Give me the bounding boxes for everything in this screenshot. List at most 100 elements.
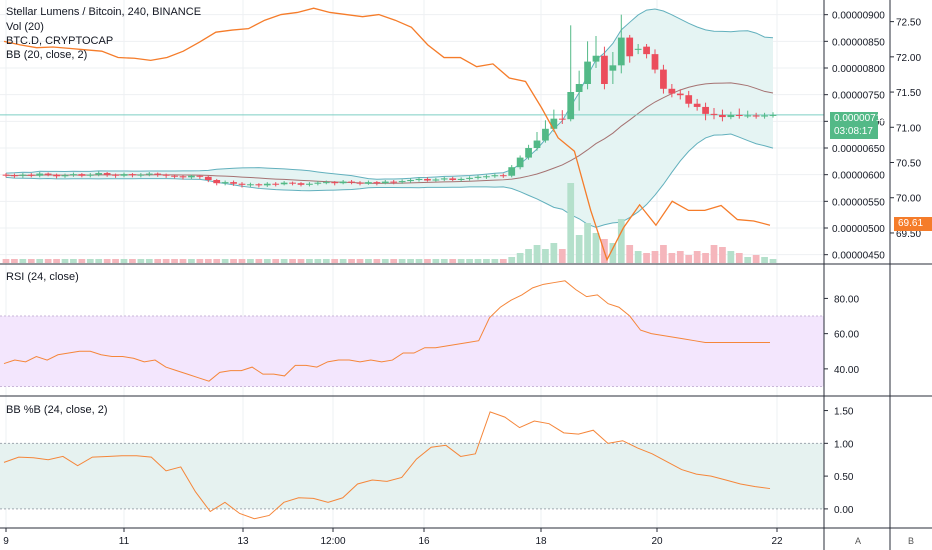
btcd-last-badge: 69.61 xyxy=(894,217,932,231)
candle-body xyxy=(145,173,153,175)
bbpb-band-fill xyxy=(0,443,824,509)
volume-bar xyxy=(752,255,760,263)
candle-body xyxy=(238,183,246,185)
volume-bar xyxy=(137,259,145,263)
volume-bar xyxy=(78,259,86,263)
candle-body xyxy=(744,115,752,117)
candle-body xyxy=(533,140,541,148)
rsi-tick-label: 40.00 xyxy=(834,365,859,376)
volume-bar xyxy=(348,259,355,263)
volume-bar xyxy=(558,249,566,263)
scale-b-button[interactable]: B xyxy=(908,536,915,546)
candle-body xyxy=(390,181,398,183)
volume-bar xyxy=(769,259,777,263)
time-tick-label: 11 xyxy=(119,536,130,547)
rsi-series-line xyxy=(3,280,770,382)
volume-bar xyxy=(609,243,617,263)
candle-body xyxy=(297,183,305,185)
volume-bar xyxy=(204,259,212,263)
volume-bars xyxy=(2,183,777,263)
candle-body xyxy=(221,182,229,184)
candle-body xyxy=(415,178,423,180)
symbol-title: Stellar Lumens / Bitcoin, 240, BINANCE xyxy=(6,6,202,18)
candle-body xyxy=(457,178,465,180)
auto-scale-button[interactable]: A xyxy=(855,536,862,546)
volume-bar xyxy=(390,259,398,263)
candlesticks xyxy=(2,14,777,188)
candle-body xyxy=(685,95,693,104)
price-tick-label: 0.00000900 xyxy=(832,11,885,22)
candle-body xyxy=(719,114,726,118)
bbpb-tick-label: 0.00 xyxy=(834,505,854,516)
candle-body xyxy=(348,181,355,183)
candle-body xyxy=(129,174,136,176)
candle-body xyxy=(558,118,566,120)
rsi-pane xyxy=(0,280,824,387)
candle-body xyxy=(643,46,650,55)
btcd-tick-label: 71.00 xyxy=(896,123,921,134)
volume-bar xyxy=(617,219,625,263)
time-tick-label: 18 xyxy=(535,536,547,547)
price-tick-label: 0.00000800 xyxy=(832,64,885,75)
legend-bbpb: BB %B (24, close, 2) xyxy=(6,404,108,416)
candle-body xyxy=(499,175,507,177)
candle-body xyxy=(575,84,583,92)
volume-bar xyxy=(154,259,162,263)
volume-bar xyxy=(103,259,111,263)
candle-body xyxy=(440,178,448,180)
candle-body xyxy=(306,183,313,185)
btcd-tick-label: 72.50 xyxy=(896,18,921,29)
volume-bar xyxy=(44,259,52,263)
volume-bar xyxy=(727,251,735,263)
price-tick-label: 0.00000500 xyxy=(832,224,885,235)
candle-body xyxy=(710,113,718,115)
volume-bar xyxy=(735,253,743,263)
candle-body xyxy=(356,182,364,184)
volume-bar xyxy=(508,257,516,263)
volume-bar xyxy=(432,259,440,263)
bbpb-tick-label: 0.50 xyxy=(834,472,854,483)
volume-bar xyxy=(196,259,204,263)
candle-body xyxy=(314,182,322,184)
volume-bar xyxy=(719,247,726,263)
volume-bar xyxy=(314,259,322,263)
candle-body xyxy=(70,174,77,176)
candle-body xyxy=(702,106,709,114)
rsi-tick-label: 60.00 xyxy=(834,330,859,341)
volume-bar xyxy=(584,223,591,263)
volume-bar xyxy=(162,259,170,263)
volume-bar xyxy=(145,259,153,263)
candle-body xyxy=(179,176,187,178)
candle-body xyxy=(483,176,490,178)
volume-bar xyxy=(466,259,473,263)
candle-body xyxy=(188,175,195,178)
candle-body xyxy=(95,173,103,175)
candle-body xyxy=(247,184,254,186)
candle-body xyxy=(322,182,330,184)
volume-bar xyxy=(86,259,94,263)
btcd-series-line xyxy=(3,7,771,262)
volume-bar xyxy=(676,251,684,263)
candle-body xyxy=(204,176,212,180)
candle-body xyxy=(761,115,768,117)
volume-bar xyxy=(660,245,667,263)
volume-bar xyxy=(238,259,246,263)
candle-body xyxy=(735,114,743,116)
candle-body xyxy=(398,181,406,183)
candle-body xyxy=(263,183,271,186)
bollinger-fill xyxy=(0,8,824,228)
bb-upper-band xyxy=(5,8,774,180)
candle-body xyxy=(373,182,381,184)
candle-body xyxy=(449,178,457,180)
candle-body xyxy=(727,114,735,118)
candle-body xyxy=(668,88,676,94)
btcd-line xyxy=(3,7,771,262)
volume-bar xyxy=(120,259,128,263)
candle-body xyxy=(36,173,44,176)
volume-bar xyxy=(263,259,271,263)
legend-rsi: RSI (24, close) xyxy=(6,271,79,283)
volume-bar xyxy=(306,259,313,263)
candle-body xyxy=(339,181,347,184)
volume-bar xyxy=(643,253,650,263)
